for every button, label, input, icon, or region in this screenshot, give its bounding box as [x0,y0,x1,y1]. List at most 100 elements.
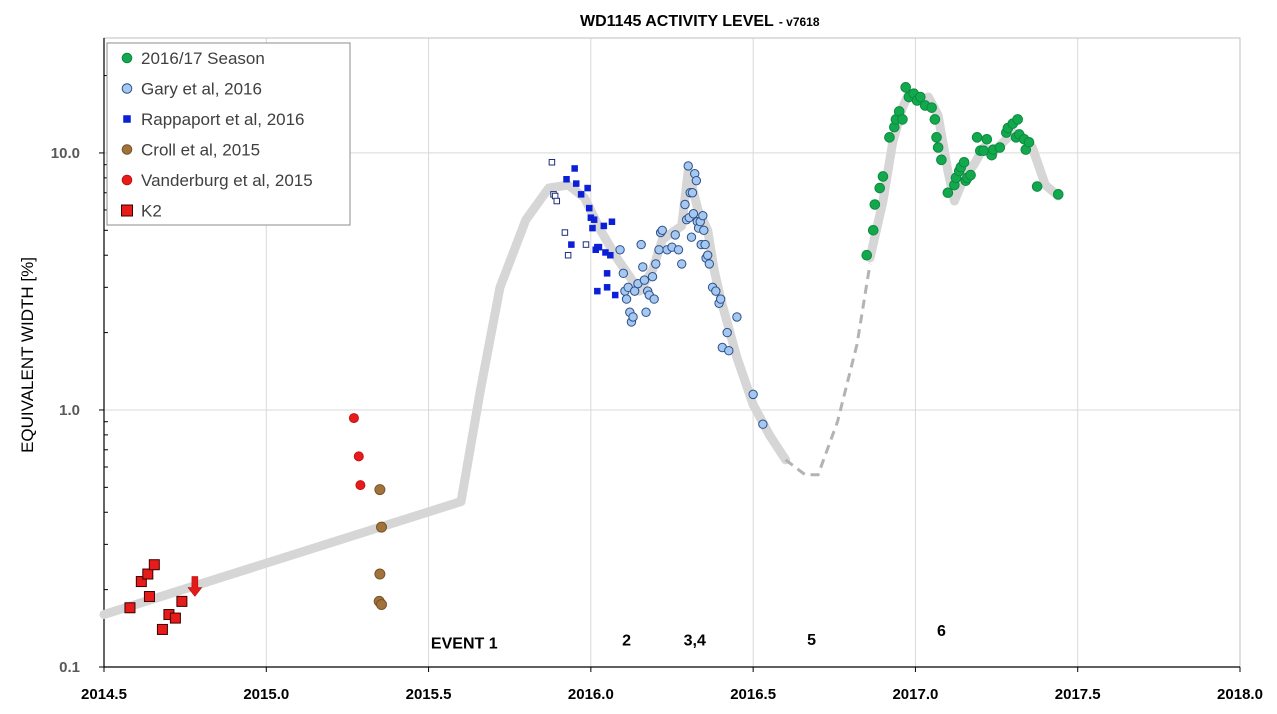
data-point [571,165,578,172]
series-4 [373,484,388,611]
legend-entry: Vanderburg et al, 2015 [121,171,313,190]
data-point [914,91,926,103]
legend-marker [121,144,133,155]
data-point [680,199,690,210]
y-tick-label: 10.0 [51,145,80,162]
data-point [594,287,601,295]
data-point [874,182,886,194]
down-arrow-icon [187,576,203,597]
data-point [1012,114,1023,125]
data-point [548,158,556,166]
data-point [376,521,388,533]
data-point [564,251,572,259]
trend-segment-dashed [784,263,872,477]
legend-label: Croll et al, 2015 [141,141,260,160]
data-point [673,245,684,255]
data-point [641,307,651,317]
data-point [869,199,881,210]
series-5 [348,413,366,491]
data-point [621,294,632,304]
data-point [618,268,629,279]
legend-label: Rappaport et al, 2016 [141,110,305,129]
data-point [699,225,709,236]
data-point [704,259,715,269]
data-point [561,229,569,236]
x-tick-label: 2014.5 [81,686,127,703]
data-point [758,419,768,429]
data-point [657,225,667,236]
legend-label: Gary et al, 2016 [141,80,262,99]
data-point [143,591,155,603]
y-tick-label: 1.0 [59,402,80,419]
data-point [124,602,136,614]
data-point [607,251,614,259]
legend: 2016/17 Season Gary et al, 2016 Rappaport … [106,42,351,226]
data-point [732,312,742,322]
data-point [1052,189,1064,200]
data-point [600,222,608,230]
data-point [638,262,648,272]
data-point [608,218,616,225]
trend-segment-solid [99,166,791,619]
x-tick-label: 2018.0 [1217,686,1263,703]
legend-marker [121,174,133,186]
legend-entry: 2016/17 Season [121,49,265,68]
data-point [994,142,1006,153]
x-tick-label: 2015.5 [406,686,452,703]
data-point [636,239,646,250]
data-point [931,132,942,143]
legend-marker [121,52,133,64]
data-point [585,204,593,212]
event-label: 5 [807,632,816,649]
series-6 [124,559,188,635]
data-point [584,184,591,192]
event-label: 6 [937,623,946,640]
data-point [376,599,388,611]
x-tick-label: 2016.5 [730,686,776,703]
data-point [589,224,596,232]
x-tick-label: 2017.0 [892,686,938,703]
legend-entry: Croll et al, 2015 [121,141,260,160]
data-point [563,175,570,183]
y-tick-label: 0.1 [59,659,80,676]
data-point [573,180,580,187]
data-point [148,559,160,571]
legend-marker [123,115,131,123]
data-point [867,225,879,236]
data-point [568,241,575,248]
data-point [1031,181,1043,192]
legend-entry: Rappaport et al, 2016 [123,110,305,129]
legend-entry: Gary et al, 2016 [121,80,262,99]
data-point [582,241,590,248]
data-point [688,209,699,219]
legend-label: Vanderburg et al, 2015 [141,171,313,190]
y-axis-label: EQUIVALENT WIDTH [%] [18,257,37,453]
data-point [722,327,732,338]
legend-box [106,42,351,226]
data-point [900,82,911,93]
data-point [711,286,721,296]
data-point [553,197,561,205]
event-label: 2 [622,633,631,650]
x-tick-label: 2017.5 [1055,686,1101,703]
data-point [691,175,702,186]
series-0 [861,82,1064,261]
data-point [897,114,908,125]
legend-entry: K2 [121,202,162,221]
data-point [615,245,625,255]
data-point [670,230,680,240]
chart-title: WD1145 ACTIVITY LEVEL - v7618 [580,13,820,30]
event-annotations: EVENT 1 2 3,4 5 6 [431,623,946,653]
data-point [639,275,650,285]
x-tick-label: 2016.0 [568,686,614,703]
data-point [603,270,611,277]
x-tick-label: 2015.0 [243,686,289,703]
data-point [651,259,661,269]
data-point [942,187,954,199]
data-point [577,191,585,198]
data-point [649,294,659,304]
data-point [958,156,970,168]
data-point [374,484,386,496]
legend-label: K2 [141,202,162,221]
